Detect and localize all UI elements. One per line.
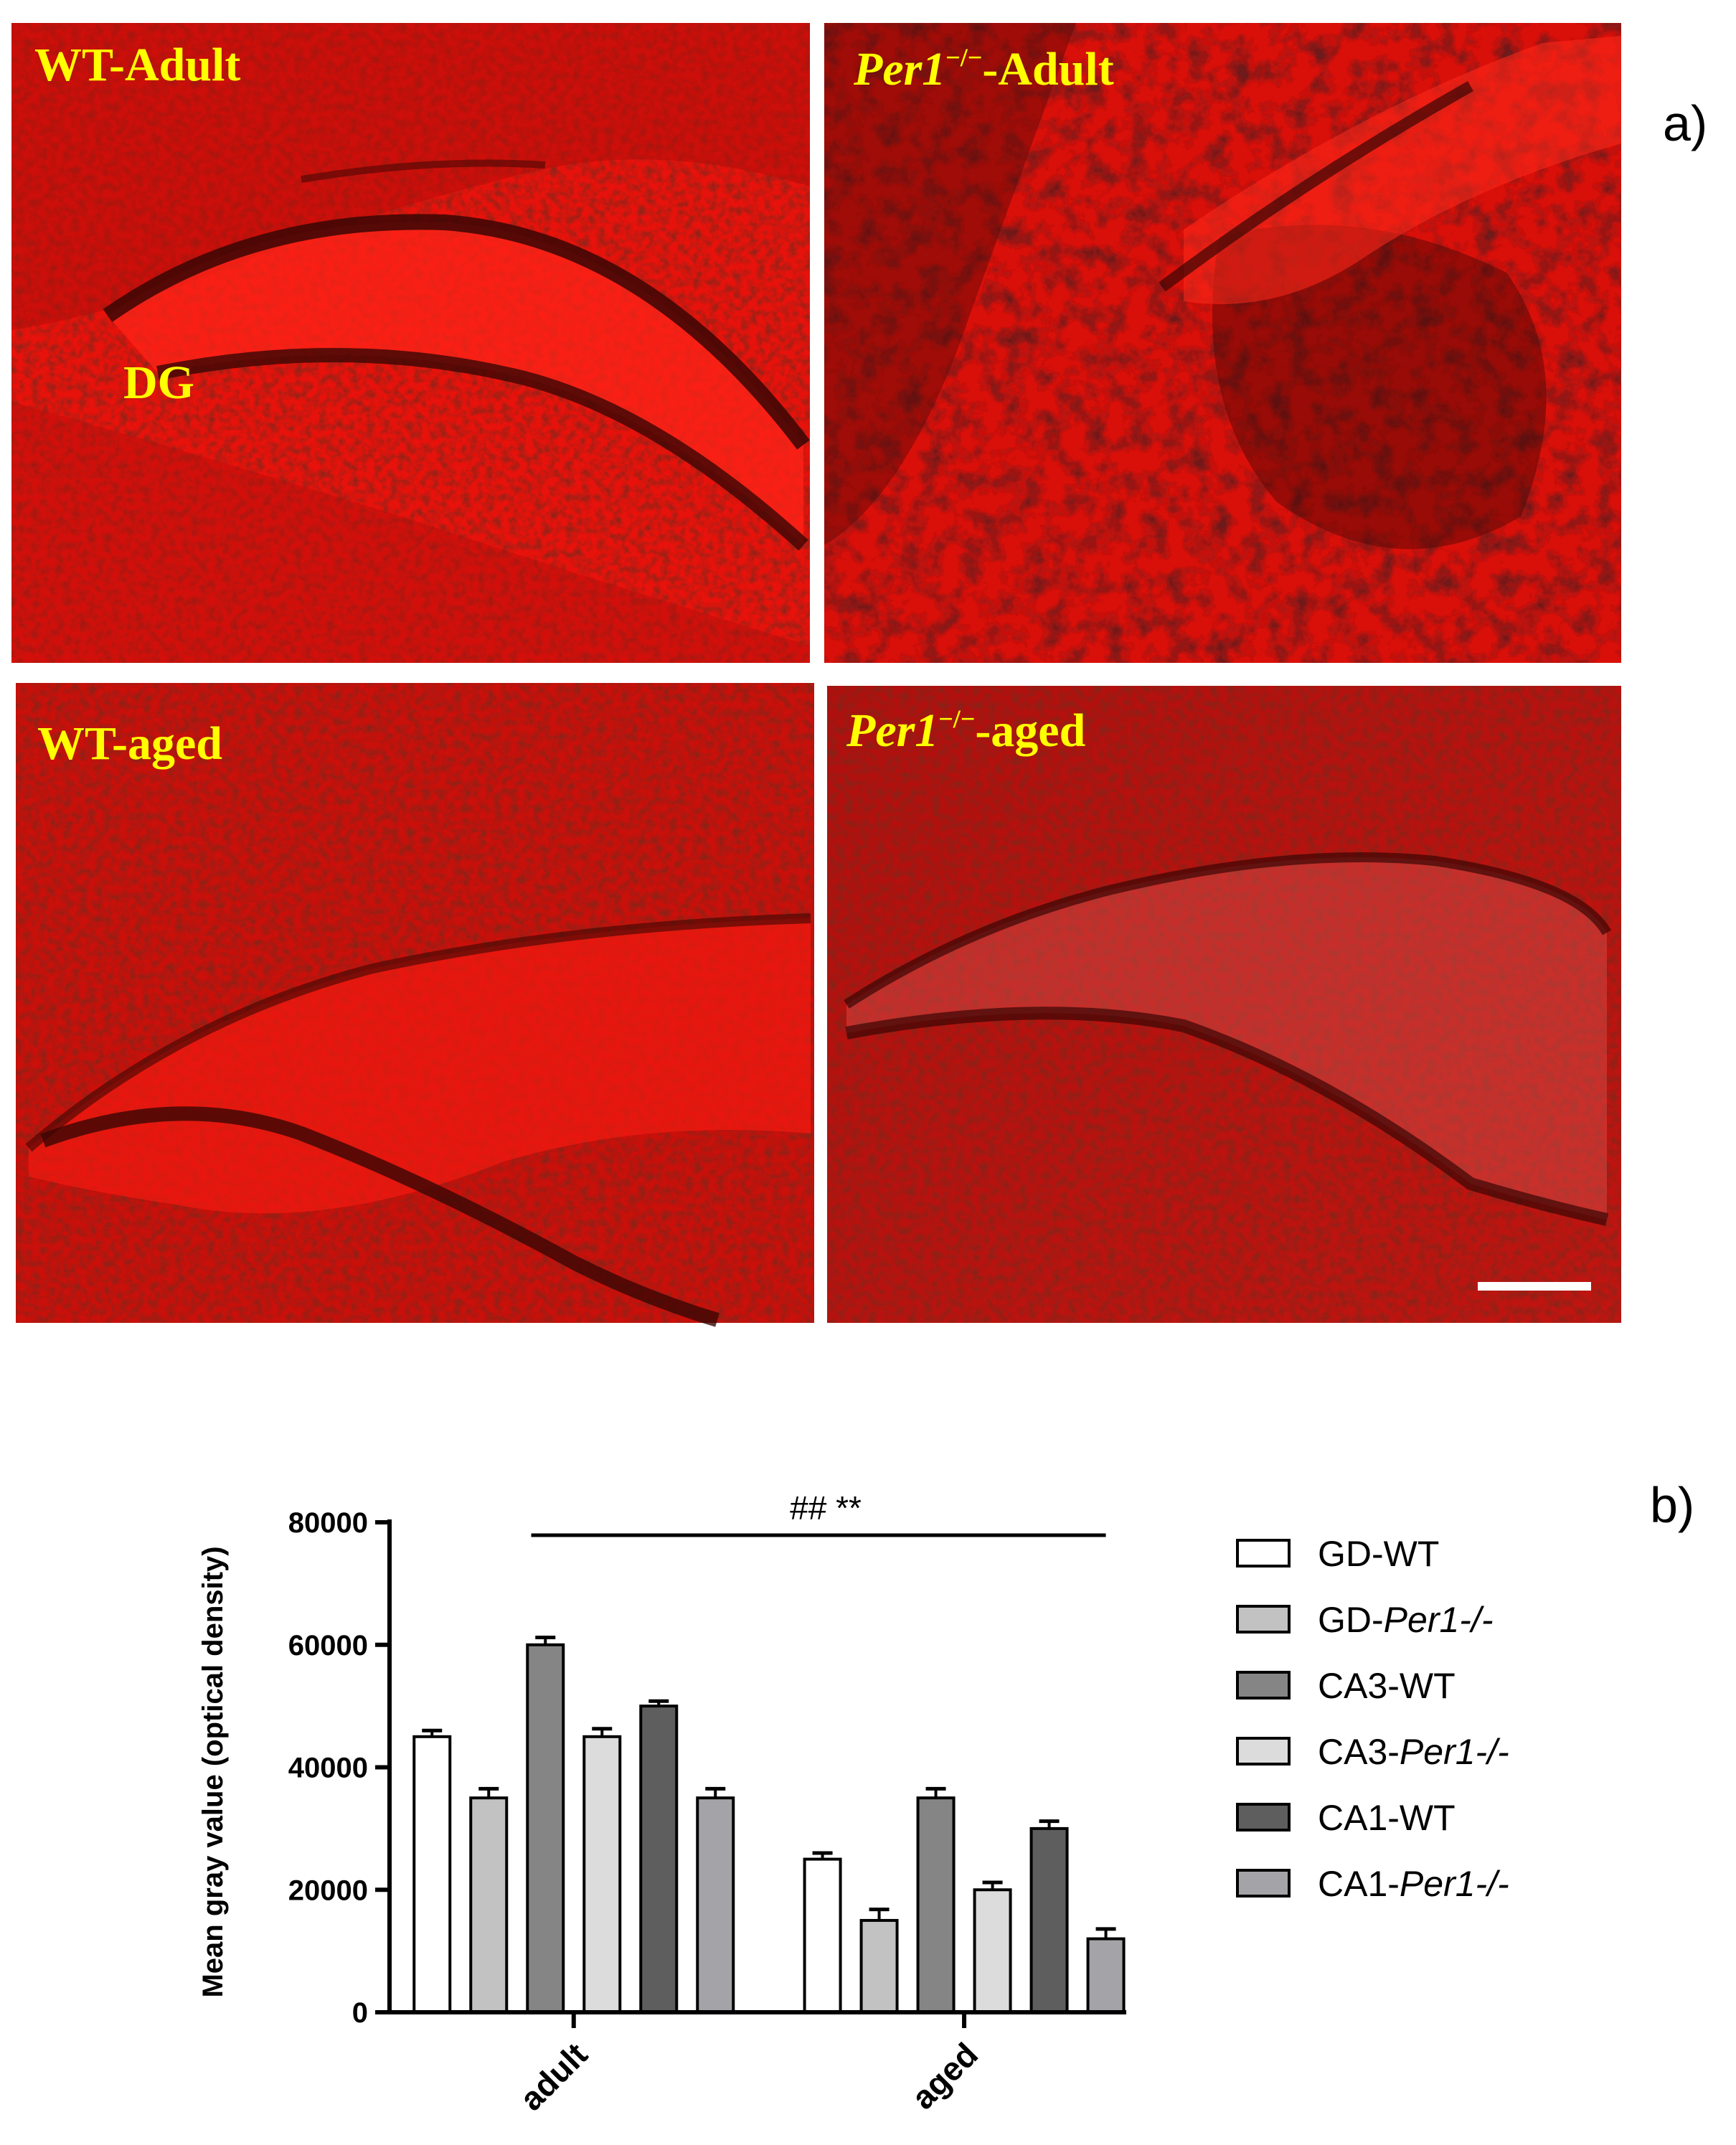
legend-label: CA3-Per1-/- (1318, 1732, 1509, 1772)
micrograph-wt-adult (11, 23, 810, 663)
legend: GD-WT GD-Per1-/- CA3-WT CA3-Per1-/- CA1-WT CA… (1236, 1534, 1509, 1904)
micrograph-per1-adult (824, 23, 1621, 663)
legend-swatch (1236, 1605, 1291, 1634)
micrograph-wt-aged (16, 683, 814, 1327)
bar (582, 1735, 622, 2014)
micrograph-label-per1-adult: Per1−/−-Adult (853, 43, 1114, 95)
legend-swatch (1236, 1869, 1291, 1898)
significance-text: ## ** (790, 1489, 862, 1527)
bar (639, 1705, 679, 2014)
bar (526, 1643, 565, 2014)
bar (469, 1796, 509, 2014)
legend-label: CA3-WT (1318, 1666, 1456, 1706)
dentate-gyrus-band (29, 918, 811, 1214)
legend-label: GD-Per1-/- (1318, 1600, 1493, 1640)
y-tick-label: 20000 (288, 1875, 368, 1906)
bar (696, 1796, 735, 2014)
scale-bar (1478, 1282, 1591, 1291)
bars (412, 1636, 1126, 2014)
y-tick-label: 60000 (288, 1630, 368, 1661)
legend-swatch (1236, 1539, 1291, 1568)
legend-swatch (1236, 1671, 1291, 1700)
y-tick-label: 80000 (288, 1507, 368, 1539)
legend-swatch (1236, 1803, 1291, 1832)
y-tick-label: 0 (352, 1997, 368, 2029)
micrograph-label-wt-adult: WT-Adult (34, 39, 240, 91)
legend-label: CA1-Per1-/- (1318, 1864, 1509, 1904)
x-tick-label: adult (512, 2035, 594, 2117)
region-label-dg: DG (123, 357, 194, 409)
dentate-gyrus-band (108, 222, 803, 545)
micrograph-label-per1-aged: Per1−/−-aged (846, 704, 1085, 757)
bar (1029, 1826, 1069, 2014)
bar (916, 1796, 956, 2014)
bar (973, 1888, 1012, 2014)
bar (412, 1735, 452, 2014)
x-tick-label: aged (904, 2035, 985, 2116)
significance-annotation: ## ** (531, 1489, 1106, 1537)
micrograph-label-wt-aged: WT-aged (37, 717, 222, 770)
bar (803, 1857, 842, 2014)
bar (1086, 1937, 1126, 2014)
legend-label: CA1-WT (1318, 1798, 1456, 1838)
panel-a-label: a) (1663, 95, 1707, 151)
micrograph-per1-aged (827, 686, 1621, 1323)
y-axis-label: Mean gray value (optical density) (197, 1546, 229, 1997)
bar-chart: Mean gray value (optical density) 0 20000… (197, 1489, 1126, 2118)
bar (859, 1918, 899, 2014)
panel-b-label: b) (1650, 1477, 1694, 1533)
y-tick-label: 40000 (288, 1753, 368, 1784)
legend-label: GD-WT (1318, 1534, 1439, 1574)
legend-swatch (1236, 1737, 1291, 1766)
